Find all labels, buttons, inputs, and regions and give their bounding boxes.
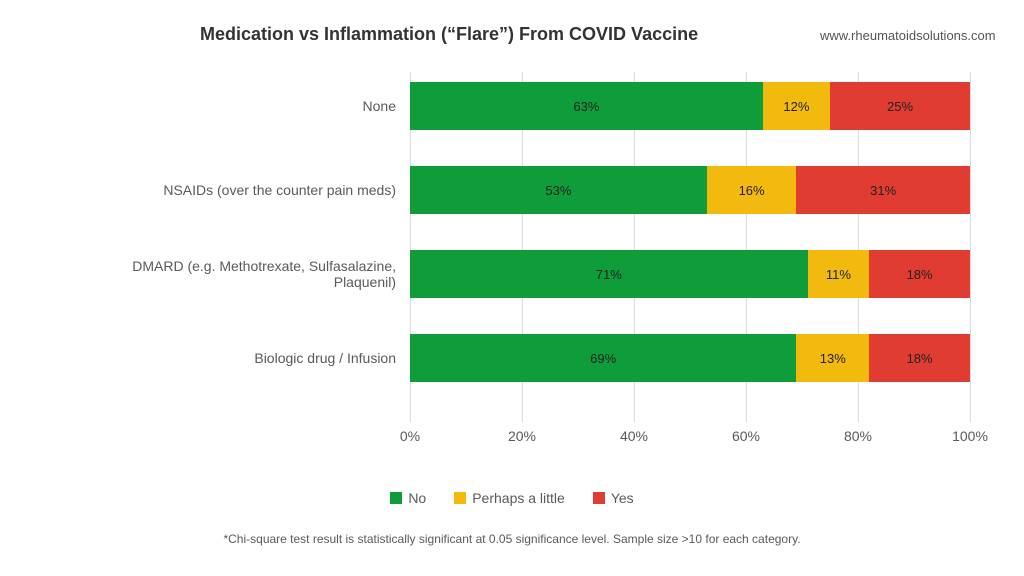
bar-segment: 63% [410, 82, 763, 130]
legend-swatch [593, 492, 605, 504]
category-label: NSAIDs (over the counter pain meds) [70, 182, 410, 198]
bar-segment: 16% [707, 166, 797, 214]
category-label: DMARD (e.g. Methotrexate, Sulfasalazine,… [70, 258, 410, 290]
chart-title: Medication vs Inflammation (“Flare”) Fro… [200, 24, 698, 45]
bar-segment: 25% [830, 82, 970, 130]
footnote: *Chi-square test result is statistically… [0, 532, 1024, 546]
x-tick: 40% [620, 428, 648, 444]
category-label: Biologic drug / Infusion [70, 350, 410, 366]
x-tick: 20% [508, 428, 536, 444]
bar-row: DMARD (e.g. Methotrexate, Sulfasalazine,… [70, 250, 970, 298]
legend: No Perhaps a little Yes [0, 490, 1024, 506]
gridline [970, 72, 971, 422]
chart-canvas: Medication vs Inflammation (“Flare”) Fro… [0, 0, 1024, 576]
bar-segment: 12% [763, 82, 830, 130]
x-tick: 60% [732, 428, 760, 444]
legend-swatch [454, 492, 466, 504]
bar-segment: 71% [410, 250, 808, 298]
legend-label: No [408, 490, 426, 506]
bar-row: NSAIDs (over the counter pain meds)53%16… [70, 166, 970, 214]
bar-segment: 31% [796, 166, 970, 214]
bar-wrap: 53%16%31% [410, 166, 970, 214]
bar-wrap: 69%13%18% [410, 334, 970, 382]
legend-label: Perhaps a little [472, 490, 565, 506]
x-tick: 100% [952, 428, 988, 444]
x-tick: 0% [400, 428, 420, 444]
bar-wrap: 63%12%25% [410, 82, 970, 130]
bar-wrap: 71%11%18% [410, 250, 970, 298]
x-tick: 80% [844, 428, 872, 444]
bar-segment: 69% [410, 334, 796, 382]
watermark-text: www.rheumatoidsolutions.com [820, 28, 996, 43]
legend-swatch [390, 492, 402, 504]
legend-item: Yes [593, 490, 634, 506]
bar-segment: 53% [410, 166, 707, 214]
category-label: None [70, 98, 410, 114]
bar-segment: 18% [869, 250, 970, 298]
bar-row: None63%12%25% [70, 82, 970, 130]
bar-segment: 11% [808, 250, 870, 298]
legend-label: Yes [611, 490, 634, 506]
legend-item: Perhaps a little [454, 490, 565, 506]
bar-segment: 13% [796, 334, 869, 382]
bar-segment: 18% [869, 334, 970, 382]
legend-item: No [390, 490, 426, 506]
plot-area: 0%20%40%60%80%100%None63%12%25%NSAIDs (o… [70, 72, 970, 452]
bar-row: Biologic drug / Infusion69%13%18% [70, 334, 970, 382]
